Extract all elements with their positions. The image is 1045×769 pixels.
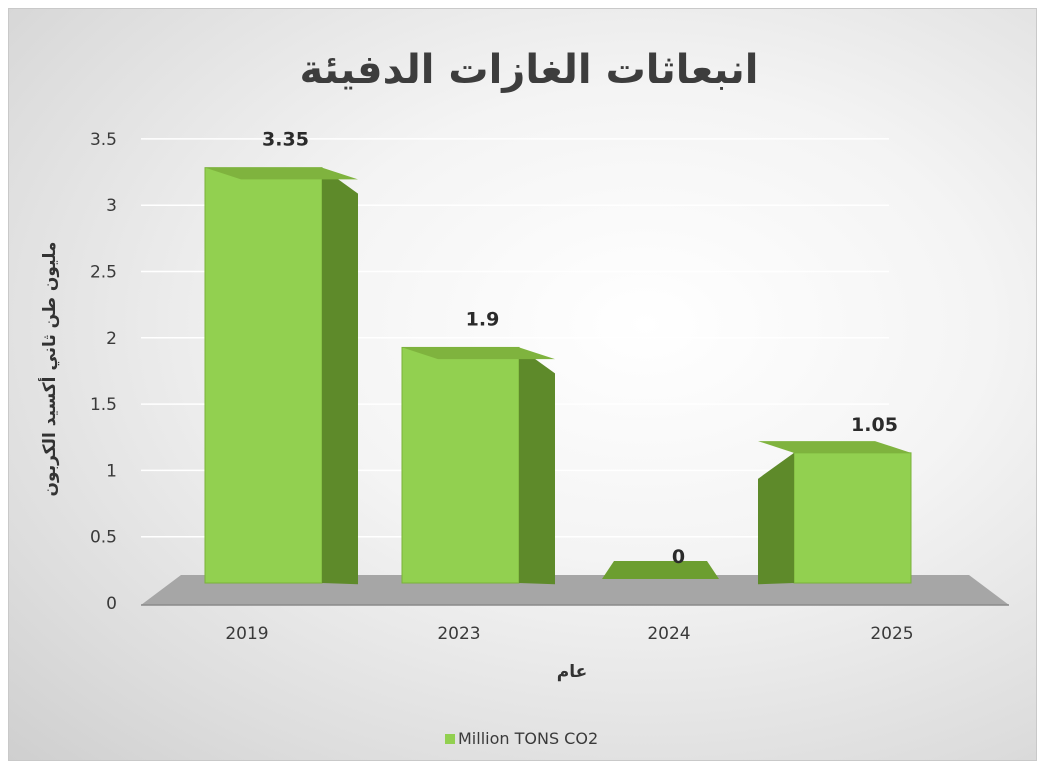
y-tick-label: 0 bbox=[106, 594, 117, 614]
bar-front bbox=[204, 167, 323, 584]
y-tick-label: 2.5 bbox=[90, 263, 117, 283]
bar-2023 bbox=[401, 346, 555, 585]
y-tick-label: 3 bbox=[106, 196, 117, 216]
data-label: 0 bbox=[672, 546, 685, 568]
chart-svg: 0 0.5 1 1.5 2 2.5 3 3.5 3.35 2019 1.9 2023 0 2024 1.05… bbox=[38, 47, 1009, 748]
x-tick-label: 2023 bbox=[437, 624, 480, 644]
x-tick-label: 2019 bbox=[225, 624, 268, 644]
y-axis-title: مليون طن ثاني أكسيد الكربون bbox=[38, 242, 60, 497]
y-tick-label: 0.5 bbox=[90, 528, 117, 548]
bar-side bbox=[322, 167, 358, 585]
data-label: 1.05 bbox=[851, 414, 898, 436]
legend-swatch bbox=[445, 734, 455, 744]
x-tick-label: 2025 bbox=[870, 624, 913, 644]
data-label: 1.9 bbox=[466, 308, 500, 330]
bar-2024 bbox=[602, 561, 719, 579]
y-tick-label: 1 bbox=[106, 461, 117, 481]
bar-front bbox=[401, 346, 520, 584]
bar-2025 bbox=[758, 441, 912, 585]
bar-flat bbox=[602, 561, 719, 579]
bar-2019 bbox=[204, 167, 358, 585]
data-label: 3.35 bbox=[262, 129, 309, 151]
bar-front bbox=[793, 452, 912, 584]
bar-top bbox=[402, 347, 555, 360]
x-tick-label: 2024 bbox=[647, 624, 690, 644]
chart-title: انبعاثات الغازات الدفيئة bbox=[300, 47, 759, 93]
bar-top bbox=[205, 167, 358, 180]
y-tick-label: 3.5 bbox=[90, 130, 117, 150]
legend-label: Million TONS CO2 bbox=[458, 729, 598, 748]
y-tick-label: 1.5 bbox=[90, 395, 117, 415]
bar-side bbox=[519, 347, 555, 585]
y-tick-label: 2 bbox=[106, 329, 117, 349]
bar-top bbox=[758, 441, 911, 453]
chart-frame: 0 0.5 1 1.5 2 2.5 3 3.5 3.35 2019 1.9 2023 0 2024 1.05… bbox=[8, 8, 1037, 761]
x-axis-title: عام bbox=[557, 662, 587, 682]
bar-side bbox=[758, 452, 794, 585]
